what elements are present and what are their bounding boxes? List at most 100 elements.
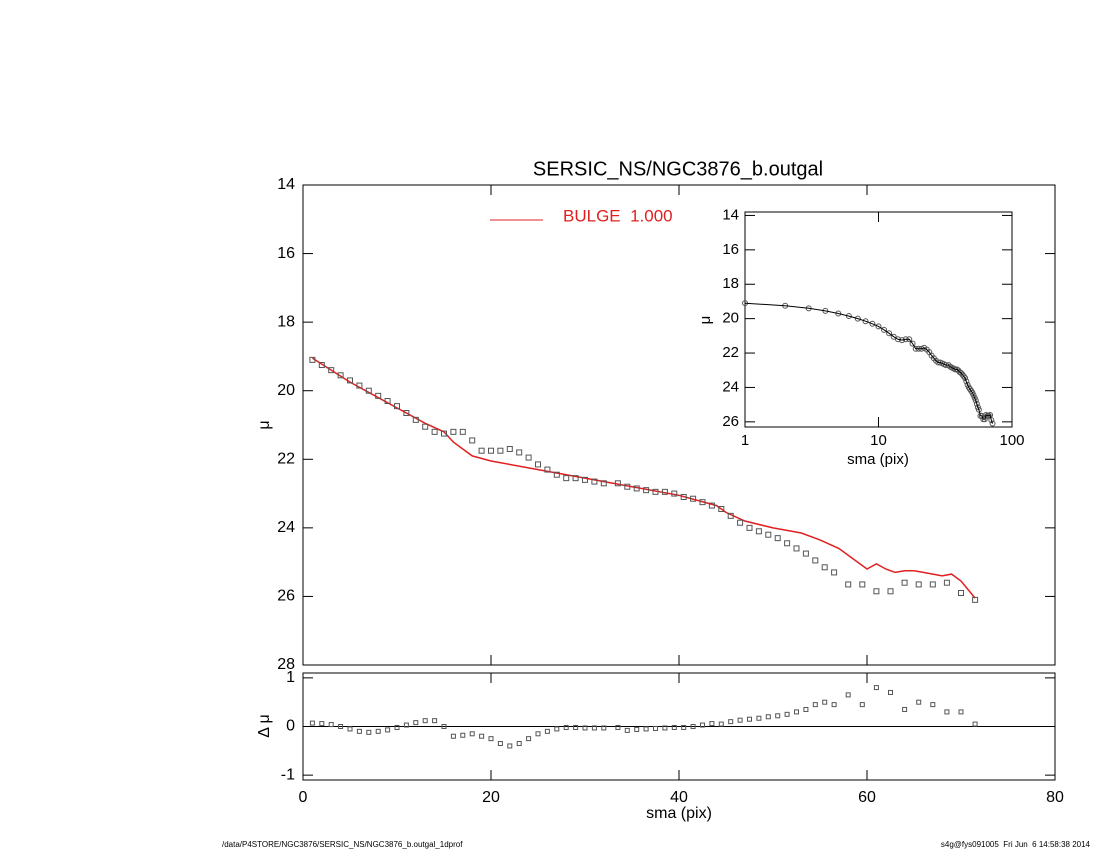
data-point: [643, 487, 650, 494]
residual-point: [690, 724, 696, 729]
residual-point: [601, 725, 607, 731]
data-point: [591, 478, 598, 485]
residual-point: [803, 706, 809, 712]
residual-point: [347, 726, 353, 732]
data-point: [535, 461, 541, 468]
data-point: [309, 356, 316, 363]
residual-point: [507, 743, 513, 749]
data-point: [318, 362, 325, 368]
residual-point: [582, 725, 588, 731]
y-tick-label: 16: [722, 241, 739, 258]
x-tick-label: 80: [1046, 789, 1064, 806]
data-point: [497, 447, 504, 454]
residual-point: [643, 726, 649, 732]
data-point: [821, 564, 828, 571]
residual-point: [709, 721, 715, 727]
residual-point: [822, 699, 828, 705]
data-point: [708, 502, 715, 509]
x-tick-label: 60: [858, 789, 876, 806]
chart-title: SERSIC_NS/NGC3876_b.outgal: [533, 158, 823, 180]
data-point: [737, 519, 744, 526]
inset-bg: [745, 212, 1012, 427]
residual-point: [535, 731, 541, 737]
residual-point: [812, 702, 818, 708]
residual-point: [831, 702, 837, 708]
data-point: [845, 581, 852, 588]
residual-point: [469, 731, 475, 737]
inset-line: [744, 302, 993, 424]
data-point: [478, 447, 485, 454]
inset-point: [962, 374, 969, 381]
y-tick-label: 0: [286, 718, 295, 735]
y-tick-label: 16: [277, 245, 295, 262]
y-tick-label: 28: [277, 656, 295, 673]
residual-point: [563, 724, 569, 730]
y-axis-label: μ: [256, 420, 273, 429]
data-point: [624, 483, 631, 490]
x-tick-label: 20: [482, 789, 500, 806]
data-point: [793, 545, 800, 552]
data-point: [755, 528, 762, 535]
residual-point: [319, 721, 325, 727]
x-tick-label: 1: [741, 432, 749, 449]
residual-point: [671, 724, 677, 730]
inset-point: [869, 320, 876, 327]
residual-point: [775, 713, 781, 719]
residual-point: [394, 724, 400, 730]
data-point: [431, 428, 438, 435]
residual-point: [653, 725, 658, 731]
residual-point: [309, 720, 315, 726]
inset-x-label: sma (pix): [847, 451, 909, 468]
residual-point: [972, 721, 978, 727]
y-tick-label: 22: [722, 344, 739, 361]
x-tick-label: 10: [870, 432, 887, 449]
data-point: [488, 447, 494, 454]
model-line: [311, 357, 976, 599]
residual-point: [554, 726, 560, 732]
y-tick-label: 24: [277, 519, 295, 536]
inset-point: [975, 406, 982, 413]
residual-point: [794, 709, 799, 715]
data-point: [943, 579, 950, 586]
legend-label: BULGE 1.000: [563, 206, 673, 225]
data-point: [774, 535, 781, 542]
data-point: [887, 588, 894, 595]
y-tick-label: -1: [281, 766, 295, 783]
inset-point: [973, 400, 980, 407]
data-point: [765, 531, 772, 538]
y-tick-label: 20: [277, 382, 295, 399]
data-point: [516, 449, 523, 456]
data-point: [633, 485, 640, 492]
residual-point: [700, 722, 705, 728]
data-point: [337, 372, 344, 379]
residual-point: [488, 736, 494, 742]
x-tick-label: 100: [999, 432, 1024, 449]
data-point: [614, 480, 621, 487]
inset-point: [895, 336, 902, 343]
residual-point: [338, 724, 344, 729]
data-point: [652, 488, 659, 495]
y-tick-label: 22: [277, 451, 295, 468]
data-point: [328, 367, 335, 374]
data-point: [680, 494, 687, 500]
data-point: [699, 499, 706, 506]
data-point: [384, 398, 391, 404]
y-tick-label: 24: [722, 378, 739, 395]
data-point: [506, 446, 513, 452]
inset-point: [845, 313, 852, 320]
residual-point: [765, 714, 771, 720]
residual-point: [591, 725, 597, 731]
residual-point: [441, 724, 447, 729]
data-point: [859, 581, 866, 588]
data-point: [690, 495, 697, 502]
residual-point: [718, 721, 724, 727]
residual-point: [328, 722, 334, 728]
data-point: [718, 506, 725, 512]
data-point: [600, 480, 607, 487]
residual-point: [366, 729, 372, 735]
x-tick-label: 0: [299, 789, 308, 806]
data-point: [831, 569, 838, 576]
data-point: [873, 588, 880, 595]
residual-point: [450, 733, 456, 739]
inset-point: [875, 323, 882, 330]
